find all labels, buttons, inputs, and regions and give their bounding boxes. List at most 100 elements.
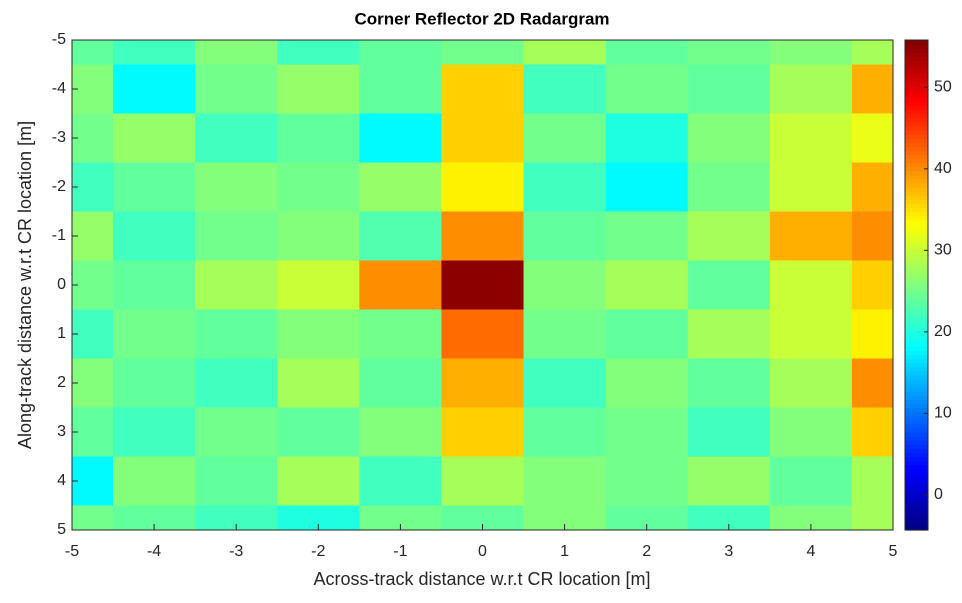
colorbar-swatch [905, 170, 928, 176]
y-tick-label: -1 [52, 227, 66, 244]
colorbar-swatch [905, 489, 928, 494]
colorbar-swatch [905, 468, 928, 474]
heatmap-cell [851, 162, 893, 212]
colorbar-swatch [905, 187, 928, 192]
heatmap-cell [72, 407, 114, 457]
colorbar-swatch [905, 374, 928, 380]
colorbar-swatch [905, 387, 928, 392]
heatmap-cell [441, 64, 525, 114]
colorbar-swatch [905, 195, 928, 200]
heatmap-cell [687, 40, 771, 65]
heatmap-cell [277, 40, 360, 65]
heatmap-cell [113, 407, 196, 457]
colorbar-swatch [905, 268, 928, 274]
colorbar-swatch [905, 150, 928, 155]
colorbar-swatch [905, 203, 928, 209]
heatmap-cell [72, 505, 114, 530]
x-tick-label: -1 [393, 543, 407, 560]
heatmap-cell [195, 40, 278, 65]
heatmap-cell [851, 505, 893, 530]
heatmap-cell [72, 64, 114, 114]
colorbar-swatch [905, 56, 928, 62]
colorbar-swatch [905, 427, 928, 433]
colorbar-swatch [905, 383, 928, 388]
heatmap-cell [523, 260, 607, 310]
colorbar-swatch [905, 121, 928, 127]
colorbar-swatch [905, 378, 928, 384]
heatmap-cell [523, 64, 607, 114]
colorbar-swatch [905, 293, 928, 298]
x-tick-label: -4 [147, 543, 161, 560]
y-tick-label: 1 [57, 325, 66, 342]
heatmap-area [72, 40, 893, 530]
heatmap-cell [441, 260, 525, 310]
colorbar-swatch [905, 317, 928, 323]
heatmap-cell [113, 260, 196, 310]
colorbar-swatch [905, 309, 928, 315]
y-tick-label: 5 [57, 521, 66, 538]
heatmap-cell [441, 309, 525, 359]
heatmap-cell [277, 113, 360, 163]
colorbar-swatch [905, 166, 928, 172]
colorbar-swatch [905, 223, 928, 229]
heatmap-cell [769, 162, 853, 212]
heatmap-cell [113, 64, 196, 114]
heatmap-cell [195, 358, 278, 408]
colorbar-swatch [905, 72, 928, 78]
y-axis-label: Along-track distance w.r.t CR location [… [15, 121, 35, 449]
heatmap-cell [441, 113, 525, 163]
colorbar-swatch [905, 133, 928, 139]
colorbar-swatch [905, 125, 928, 131]
colorbar-swatch [905, 321, 928, 327]
heatmap-cell [769, 260, 853, 310]
heatmap-cell [523, 113, 607, 163]
heatmap-cell [359, 407, 442, 457]
heatmap-cell [687, 211, 771, 261]
y-tick-label: -3 [52, 129, 66, 146]
colorbar-swatch [905, 84, 928, 90]
heatmap-cell [687, 260, 771, 310]
colorbar-swatch [905, 68, 928, 74]
heatmap-cell [441, 407, 525, 457]
colorbar-swatch [905, 415, 928, 421]
heatmap-cell [113, 211, 196, 261]
heatmap-cell [605, 162, 689, 212]
colorbar-tick-label: 50 [934, 79, 952, 96]
heatmap-cell [72, 40, 114, 65]
y-tick-label: 4 [57, 472, 66, 489]
colorbar-swatch [905, 444, 928, 449]
y-tick-label: 3 [57, 423, 66, 440]
colorbar-swatch [905, 362, 928, 368]
colorbar-swatch [905, 440, 928, 445]
heatmap-cell [72, 162, 114, 212]
x-tick-label: 1 [560, 543, 569, 560]
heatmap-cell [851, 211, 893, 261]
heatmap-cell [195, 456, 278, 506]
colorbar-swatch [905, 199, 928, 204]
colorbar-swatch [905, 297, 928, 302]
y-tick-label: 2 [57, 374, 66, 391]
heatmap-cell [277, 407, 360, 457]
heatmap-cell [523, 407, 607, 457]
colorbar-swatch [905, 191, 928, 196]
colorbar-swatch [905, 325, 928, 331]
colorbar-swatch [905, 517, 928, 523]
heatmap-cell [441, 211, 525, 261]
colorbar-swatch [905, 182, 928, 188]
heatmap-cell [359, 309, 442, 359]
colorbar-tick-label: 20 [934, 323, 952, 340]
heatmap-cell [851, 113, 893, 163]
colorbar-swatch [905, 158, 928, 164]
colorbar-swatch [905, 448, 928, 454]
heatmap-cell [605, 64, 689, 114]
heatmap-cell [687, 456, 771, 506]
colorbar-swatch [905, 129, 928, 135]
heatmap-cell [359, 40, 442, 65]
colorbar-swatch [905, 513, 928, 519]
heatmap-cell [769, 456, 853, 506]
heatmap-cell [195, 407, 278, 457]
heatmap-cell [72, 358, 114, 408]
colorbar-swatch [905, 207, 928, 213]
colorbar-swatch [905, 436, 928, 441]
